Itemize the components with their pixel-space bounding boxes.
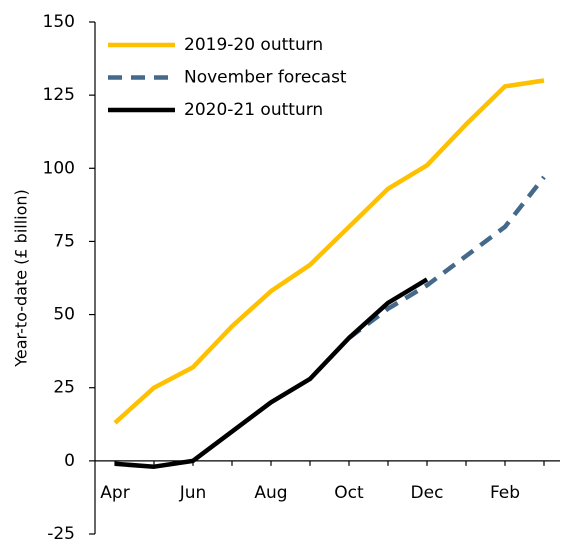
y-tick-label: 25: [53, 378, 75, 398]
series-line: [114, 277, 429, 469]
y-tick-label: 0: [64, 451, 75, 471]
y-axis-label: Year-to-date (£ billion): [12, 189, 31, 368]
legend-label: 2020-21 outturn: [184, 100, 323, 120]
legend-label: November forecast: [184, 68, 347, 88]
legend-label: 2019-20 outturn: [184, 35, 323, 55]
y-tick-label: 100: [43, 158, 75, 178]
x-tick-label: Jun: [179, 483, 207, 503]
x-tick-label: Dec: [411, 483, 444, 503]
y-tick-label: 75: [53, 231, 75, 251]
y-tick-label: 50: [53, 305, 75, 325]
series-line: [113, 78, 545, 425]
x-tick-label: Oct: [334, 483, 364, 503]
x-tick-label: Feb: [490, 483, 520, 503]
y-tick-label: 150: [43, 12, 75, 32]
x-tick-label: Aug: [254, 483, 287, 503]
series-line: [347, 175, 546, 340]
x-tick-label: Apr: [100, 483, 129, 503]
y-tick-label: 125: [43, 85, 75, 105]
y-tick-label: -25: [47, 524, 75, 544]
